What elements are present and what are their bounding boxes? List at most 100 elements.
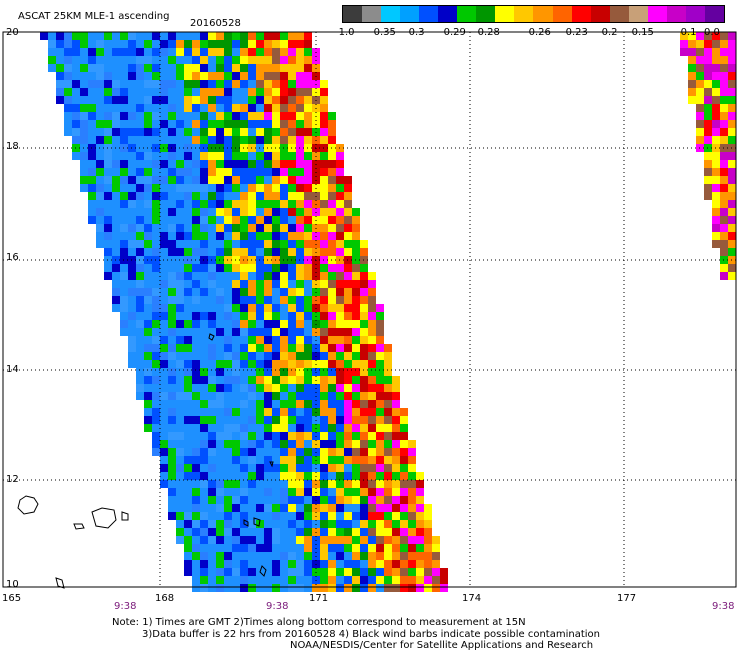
swath-cell <box>296 88 304 96</box>
swath-cell <box>168 352 176 360</box>
swath-cell <box>368 344 376 352</box>
swath-cell <box>208 32 216 40</box>
swath-cell <box>192 232 200 240</box>
swath-cell <box>296 424 304 432</box>
legend-swatch <box>647 6 667 22</box>
swath-cell <box>296 472 304 480</box>
swath-cell <box>320 272 328 280</box>
time-label: 9:38 <box>712 601 735 612</box>
swath-cell <box>96 200 104 208</box>
swath-cell <box>248 56 256 64</box>
swath-cell <box>360 584 368 592</box>
swath-cell <box>288 304 296 312</box>
swath-cell <box>336 176 344 184</box>
swath-cell <box>168 248 176 256</box>
swath-cell <box>112 296 120 304</box>
swath-cell <box>224 280 232 288</box>
swath-cell <box>320 264 328 272</box>
swath-cell <box>432 584 440 592</box>
swath-cell <box>144 128 152 136</box>
swath-cell <box>296 208 304 216</box>
swath-cell <box>408 512 416 520</box>
swath-cell <box>336 496 344 504</box>
swath-cell <box>720 208 728 216</box>
swath-cell <box>176 40 184 48</box>
legend-swatch <box>419 6 439 22</box>
swath-cell <box>392 376 400 384</box>
swath-cell <box>160 328 168 336</box>
swath-cell <box>304 152 312 160</box>
swath-cell <box>176 288 184 296</box>
swath-cell <box>328 216 336 224</box>
swath-cell <box>240 528 248 536</box>
swath-cell <box>248 536 256 544</box>
swath-cell <box>216 408 224 416</box>
swath-cell <box>320 344 328 352</box>
swath-cell <box>240 304 248 312</box>
swath-cell <box>152 296 160 304</box>
swath-cell <box>264 336 272 344</box>
swath-cell <box>368 368 376 376</box>
swath-cell <box>344 208 352 216</box>
swath-cell <box>240 384 248 392</box>
swath-cell <box>224 376 232 384</box>
swath-cell <box>272 552 280 560</box>
swath-cell <box>160 168 168 176</box>
swath-cell <box>336 368 344 376</box>
swath-cell <box>392 520 400 528</box>
swath-cell <box>216 432 224 440</box>
swath-cell <box>168 296 176 304</box>
swath-cell <box>240 440 248 448</box>
swath-cell <box>128 72 136 80</box>
swath-cell <box>208 400 216 408</box>
swath-cell <box>416 560 424 568</box>
swath-cell <box>168 312 176 320</box>
swath-cell <box>720 96 728 104</box>
swath-cell <box>200 248 208 256</box>
swath-cell <box>216 88 224 96</box>
swath-cell <box>344 376 352 384</box>
swath-cell <box>232 432 240 440</box>
swath-cell <box>128 216 136 224</box>
swath-cell <box>232 552 240 560</box>
swath-cell <box>104 200 112 208</box>
swath-cell <box>240 112 248 120</box>
swath-cell <box>288 104 296 112</box>
swath-cell <box>376 368 384 376</box>
swath-cell <box>256 168 264 176</box>
swath-cell <box>264 544 272 552</box>
legend-label: -0.2 <box>598 27 618 38</box>
note-line-1: Note: 1) Times are GMT 2)Times along bot… <box>112 617 526 628</box>
swath-cell <box>296 112 304 120</box>
swath-cell <box>208 456 216 464</box>
swath-cell <box>288 64 296 72</box>
swath-cell <box>240 48 248 56</box>
swath-cell <box>144 320 152 328</box>
swath-cell <box>272 440 280 448</box>
swath-cell <box>216 480 224 488</box>
swath-cell <box>272 96 280 104</box>
swath-cell <box>280 544 288 552</box>
swath-cell <box>88 88 96 96</box>
swath-cell <box>208 496 216 504</box>
swath-cell <box>224 40 232 48</box>
swath-cell <box>272 328 280 336</box>
swath-cell <box>384 552 392 560</box>
swath-cell <box>184 456 192 464</box>
swath-cell <box>264 264 272 272</box>
swath-cell <box>136 232 144 240</box>
swath-cell <box>224 456 232 464</box>
swath-cell <box>288 584 296 592</box>
swath-cell <box>256 392 264 400</box>
swath-cell <box>376 464 384 472</box>
legend-label: -0.3 <box>405 27 425 38</box>
swath-cell <box>408 488 416 496</box>
swath-cell <box>120 48 128 56</box>
swath-cell <box>392 448 400 456</box>
swath-cell <box>200 464 208 472</box>
legend-swatch <box>514 6 534 22</box>
swath-cell <box>200 288 208 296</box>
island-outlines <box>17 333 274 589</box>
swath-cell <box>192 584 200 592</box>
swath-cell <box>144 96 152 104</box>
